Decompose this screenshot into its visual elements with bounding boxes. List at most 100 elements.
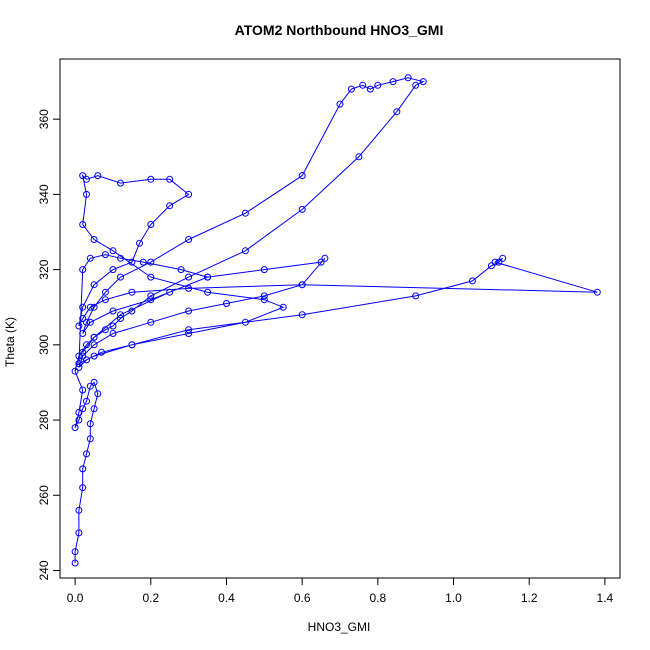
data-point (75, 506, 83, 514)
x-tick-label: 0.4 (218, 591, 235, 605)
data-point (147, 318, 155, 326)
data-point (241, 318, 249, 326)
data-point (223, 300, 230, 307)
x-tick-label: 0.6 (294, 591, 311, 605)
data-point (86, 318, 94, 326)
data-point (128, 307, 136, 315)
data-point (117, 179, 124, 187)
data-point (389, 78, 397, 86)
data-point (298, 205, 306, 213)
data-point (128, 258, 136, 266)
data-point (90, 378, 98, 386)
data-point (75, 322, 83, 330)
data-point (75, 352, 83, 360)
data-point (83, 318, 90, 326)
data-point (404, 74, 412, 82)
data-point (260, 296, 268, 304)
data-point (185, 190, 193, 198)
data-point (495, 258, 503, 266)
data-point (185, 330, 193, 337)
data-point (260, 266, 268, 274)
data-point (90, 236, 98, 243)
data-point (79, 352, 87, 360)
data-point (75, 363, 83, 371)
data-point (298, 172, 306, 180)
data-point (90, 303, 98, 311)
data-point (147, 258, 155, 266)
data-point (75, 360, 83, 368)
data-point (374, 81, 382, 89)
data-point (419, 78, 427, 86)
data-point (75, 409, 83, 416)
y-tick-label: 240 (37, 560, 51, 580)
data-point (83, 190, 90, 198)
series-points (71, 74, 601, 567)
data-point (109, 330, 117, 337)
data-point (166, 288, 174, 296)
data-point (128, 288, 136, 296)
data-point (499, 254, 507, 262)
x-tick-label: 1.0 (445, 591, 462, 605)
data-point (321, 254, 329, 262)
data-point (468, 277, 476, 285)
data-point (366, 85, 374, 93)
y-tick-label: 300 (37, 334, 51, 354)
data-point (136, 239, 143, 247)
data-point (298, 281, 306, 289)
data-point (298, 311, 306, 319)
data-point (71, 424, 79, 432)
data-point (86, 420, 94, 428)
data-point (185, 307, 193, 315)
data-point (336, 100, 344, 108)
data-point (147, 292, 155, 300)
data-point (94, 390, 102, 398)
data-point (94, 172, 102, 180)
series-line (74, 77, 598, 563)
data-point (90, 405, 98, 413)
data-point (86, 254, 94, 262)
data-point (166, 202, 174, 210)
data-point (279, 303, 287, 311)
x-tick-label: 0.2 (142, 591, 159, 605)
y-tick-label: 360 (37, 109, 51, 129)
data-point (139, 258, 147, 266)
data-point (71, 559, 79, 567)
data-point (83, 175, 90, 183)
data-point (128, 341, 136, 349)
y-tick-label: 320 (37, 259, 51, 279)
data-point (260, 292, 268, 300)
data-point (347, 85, 355, 93)
data-point (185, 326, 193, 334)
data-point (79, 405, 87, 413)
data-point (101, 296, 109, 304)
chart-title: ATOM2 Northbound HNO3_GMI (235, 22, 444, 38)
data-point (101, 288, 109, 296)
series-lines (74, 77, 598, 563)
data-point (185, 284, 193, 292)
data-point (166, 175, 174, 183)
data-point (117, 311, 124, 319)
data-point (117, 273, 124, 281)
data-point (185, 273, 193, 281)
data-point (355, 153, 363, 161)
y-tick-label: 280 (37, 410, 51, 430)
y-tick-label: 260 (37, 485, 51, 505)
data-point (109, 307, 117, 315)
data-point (204, 288, 212, 296)
data-point (147, 221, 155, 228)
data-point (79, 221, 87, 228)
x-axis-label: HNO3_GMI (308, 620, 371, 634)
data-point (101, 326, 109, 334)
data-point (109, 266, 117, 274)
data-point (79, 484, 87, 492)
data-point (359, 81, 367, 89)
data-point (90, 281, 98, 289)
data-point (101, 251, 109, 259)
data-point (83, 341, 90, 349)
data-point (83, 397, 90, 405)
data-point (317, 258, 325, 266)
data-point (71, 548, 79, 556)
x-axis: 0.0 0.2 0.4 0.6 0.8 1.0 1.2 1.4 (67, 577, 614, 605)
data-point (79, 172, 87, 180)
